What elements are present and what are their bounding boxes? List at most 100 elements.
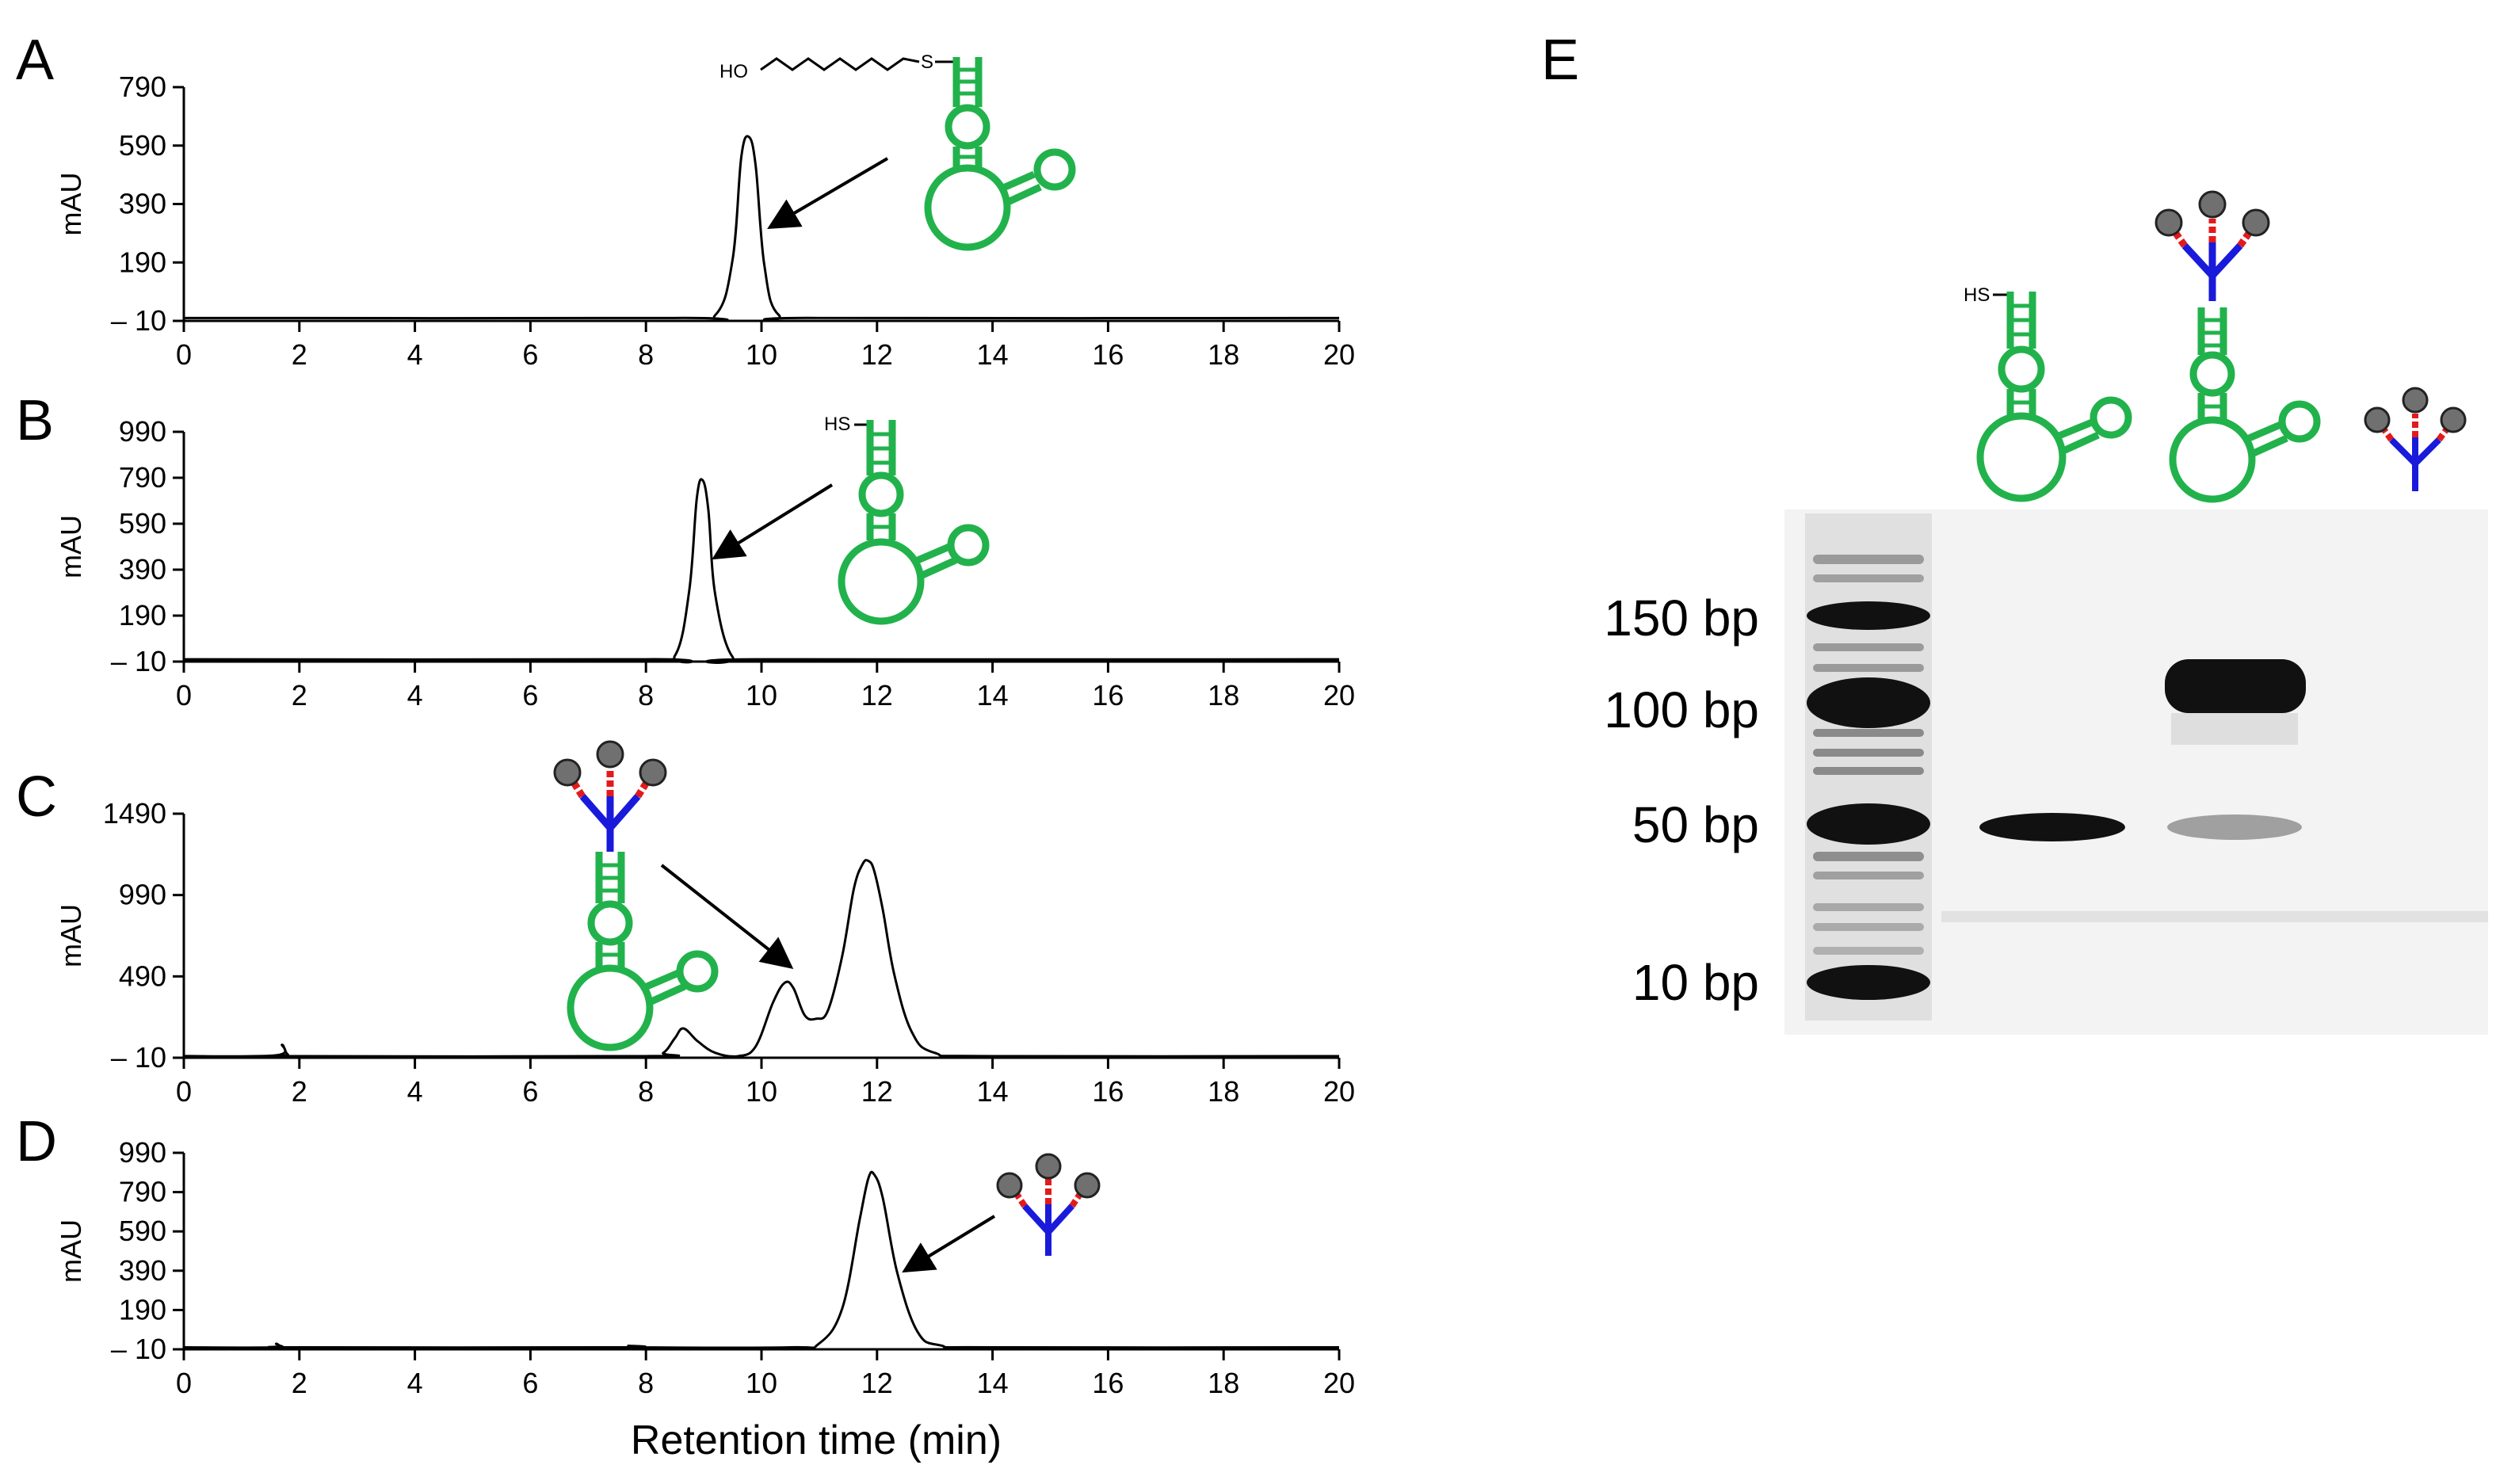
lane3-icon	[2155, 190, 2321, 503]
x-tick-label: 10	[746, 338, 777, 371]
y-tick-label: 990	[119, 879, 166, 911]
x-tick-label: 8	[638, 1075, 654, 1108]
x-tick-label: 14	[977, 679, 1009, 711]
hs-label-b: HS	[824, 414, 850, 435]
x-tick-label: 2	[292, 338, 307, 371]
gel-dye-front	[1941, 911, 2488, 922]
lane4-icon	[2364, 387, 2467, 491]
y-axis-label: mAU	[55, 173, 87, 236]
hs-label-gel: HS	[1964, 284, 1990, 306]
y-tick-label: 1490	[103, 797, 166, 830]
x-tick-label: 18	[1208, 338, 1239, 371]
y-tick-label: 590	[119, 507, 166, 540]
annotation-arrows	[660, 157, 996, 1273]
spheres-c	[553, 740, 667, 787]
s-label: S	[921, 52, 933, 73]
x-tick-label: 20	[1323, 679, 1355, 711]
x-tick-label: 0	[176, 679, 192, 711]
y-tick-label: 190	[119, 1293, 166, 1326]
ladder-label-150: 150 bp	[1604, 589, 1759, 647]
x-tick-label: 10	[746, 1075, 777, 1108]
molecule-tripod-aptamer-conjugate	[553, 740, 719, 1051]
panel-label-e: E	[1541, 29, 1579, 92]
y-tick-label: – 10	[111, 1333, 166, 1365]
chromatogram-panel-a: – 10 190 390 590 790 0 2 4 6 8 10 12 14 16 18 20 mAU A	[16, 29, 1355, 371]
arrow-b	[712, 483, 834, 560]
y-axis-label: mAU	[55, 904, 87, 967]
series-line-b	[183, 478, 1340, 664]
x-tick-label: 10	[746, 679, 777, 711]
y-tick-label: 790	[119, 71, 166, 103]
y-tick-label: 390	[119, 553, 166, 586]
chromatogram-panel-c: – 10 490 990 1490 0 2 4 6 8 10 12 14 16 18 20 mAU C	[16, 765, 1355, 1108]
x-tick-label: 18	[1208, 1367, 1239, 1399]
y-tick-label: 590	[119, 1215, 166, 1247]
x-tick-label: 16	[1092, 1367, 1124, 1399]
x-tick-label: 8	[638, 679, 654, 711]
x-tick-label: 16	[1092, 1075, 1124, 1108]
lane2-bands	[1979, 813, 2125, 841]
series-line-c	[183, 859, 1340, 1058]
x-tick-label: 4	[407, 1367, 423, 1399]
panel-label-a: A	[16, 29, 54, 92]
series-line-a	[183, 135, 1340, 322]
chromatogram-panel-d: – 10 190 390 590 790 990 0 2 4 6 8 10 12 14 16 18 20 mAU D	[16, 1110, 1355, 1399]
arrow-c	[660, 864, 794, 969]
series-line-d	[183, 1170, 1340, 1349]
tripod-c	[566, 770, 655, 852]
ho-label: HO	[719, 61, 748, 82]
x-tick-label: 6	[522, 1367, 538, 1399]
x-tick-label: 0	[176, 338, 192, 371]
x-tick-label: 4	[407, 679, 423, 711]
x-tick-label: 12	[861, 1367, 893, 1399]
x-tick-label: 0	[176, 1075, 192, 1108]
y-tick-label: 390	[119, 1254, 166, 1287]
aptamer-structure-b	[838, 420, 990, 625]
x-tick-label: 12	[861, 338, 893, 371]
x-tick-label: 2	[292, 679, 307, 711]
x-tick-label: 20	[1323, 1367, 1355, 1399]
x-tick-label: 12	[861, 679, 893, 711]
x-tick-label: 14	[977, 1075, 1009, 1108]
x-tick-label: 18	[1208, 1075, 1239, 1108]
x-tick-label: 16	[1092, 679, 1124, 711]
chromatogram-panel-b: – 10 190 390 590 790 990 0 2 4 6 8 10 12 14 16 18 20 mAU B	[16, 389, 1355, 711]
x-tick-label: 6	[522, 338, 538, 371]
y-tick-label: 790	[119, 1176, 166, 1208]
x-tick-label: 10	[746, 1367, 777, 1399]
molecule-thiol-aptamer: HS	[824, 414, 990, 625]
x-tick-label: 0	[176, 1367, 192, 1399]
ladder-label-50: 50 bp	[1632, 796, 1759, 853]
y-tick-label: – 10	[111, 645, 166, 677]
y-axis-label: mAU	[55, 515, 87, 578]
y-tick-label: 790	[119, 461, 166, 494]
ladder-label-10: 10 bp	[1632, 954, 1759, 1011]
x-tick-label: 20	[1323, 338, 1355, 371]
x-tick-label: 6	[522, 1075, 538, 1108]
lane2-icon: HS	[1964, 284, 2132, 502]
aptamer-structure-a	[924, 57, 1076, 251]
arrow-a	[767, 157, 889, 230]
y-tick-label: – 10	[111, 304, 166, 337]
x-tick-label: 4	[407, 1075, 423, 1108]
y-tick-label: 390	[119, 188, 166, 220]
arrow-d	[902, 1215, 996, 1273]
x-tick-label: 2	[292, 1075, 307, 1108]
molecule-ho-linker-aptamer: HO S	[719, 52, 1076, 251]
x-tick-label: 2	[292, 1367, 307, 1399]
y-tick-label: 190	[119, 599, 166, 631]
y-tick-label: 590	[119, 129, 166, 162]
x-tick-label: 8	[638, 338, 654, 371]
x-tick-label: 14	[977, 1367, 1009, 1399]
y-tick-label: – 10	[111, 1041, 166, 1074]
ladder-label-100: 100 bp	[1604, 681, 1759, 738]
ladder-lane	[1805, 513, 1932, 1020]
ladder-bands	[1807, 601, 1930, 1000]
gel-panel: E HS	[1541, 29, 2488, 1035]
panel-label-d: D	[16, 1110, 57, 1173]
y-axis-label: mAU	[55, 1219, 87, 1283]
x-tick-label: 14	[977, 338, 1009, 371]
aptamer-structure-c	[567, 852, 719, 1051]
x-tick-label: 6	[522, 679, 538, 711]
